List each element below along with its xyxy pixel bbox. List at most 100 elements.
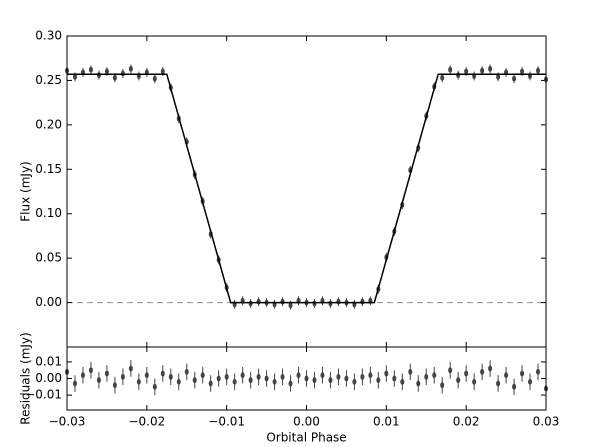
data-point [152, 75, 157, 82]
y-tick-label: 0.00 [35, 295, 62, 309]
data-point [512, 383, 517, 390]
data-point [184, 368, 189, 375]
data-point [400, 378, 405, 385]
data-point [360, 298, 365, 305]
data-point [80, 372, 85, 379]
data-point [392, 375, 397, 382]
data-point [264, 375, 269, 382]
y-tick-label: 0.00 [35, 371, 62, 385]
data-point [72, 380, 77, 387]
data-point [312, 300, 317, 307]
data-point [424, 373, 429, 380]
data-point [368, 372, 373, 379]
data-point [520, 370, 525, 377]
data-point [488, 65, 493, 72]
data-point [288, 302, 293, 309]
data-point [432, 372, 437, 379]
data-point [88, 367, 93, 374]
axes-frame [66, 346, 547, 411]
data-point [296, 372, 301, 379]
data-point [72, 73, 77, 80]
data-point [448, 66, 453, 73]
data-point [128, 65, 133, 72]
data-point [496, 380, 501, 387]
data-point [104, 68, 109, 75]
data-point [160, 370, 165, 377]
y-tick-label: 0.10 [35, 206, 62, 220]
data-point [176, 378, 181, 385]
data-point [224, 373, 229, 380]
data-point [360, 373, 365, 380]
data-point [464, 68, 469, 75]
data-point [512, 75, 517, 82]
data-point [456, 72, 461, 79]
x-tick-label: 0.02 [453, 415, 480, 429]
data-point [256, 298, 261, 305]
data-point [504, 372, 509, 379]
data-point [528, 378, 533, 385]
x-tick-label: −0.03 [49, 415, 86, 429]
data-point [448, 367, 453, 374]
data-point [96, 377, 101, 384]
data-point [312, 377, 317, 384]
data-point [472, 378, 477, 385]
data-point [136, 378, 141, 385]
data-point [200, 372, 205, 379]
model-line [67, 73, 546, 304]
data-point [464, 370, 469, 377]
y-tick-label: 0.30 [35, 29, 62, 43]
data-point [384, 370, 389, 377]
data-point [328, 300, 333, 307]
data-point [328, 377, 333, 384]
data-point [352, 378, 357, 385]
data-point [104, 370, 109, 377]
data-point [112, 74, 117, 81]
data-point [88, 66, 93, 73]
y-axis-label: Flux (mJy) [19, 161, 33, 221]
data-point [536, 67, 541, 74]
data-point [416, 380, 421, 387]
data-point [216, 375, 221, 382]
y-tick-label: 0.20 [35, 117, 62, 131]
y-tick-label: 0.25 [35, 73, 62, 87]
data-point [256, 373, 261, 380]
data-point [304, 375, 309, 382]
y-tick-label: 0.01 [35, 354, 62, 368]
data-point [96, 72, 101, 79]
data-point [440, 74, 445, 81]
data-point [128, 365, 133, 372]
data-point [248, 377, 253, 384]
x-axis-label: Orbital Phase [266, 431, 346, 445]
y-axis-label: Residuals (mJy) [19, 332, 33, 424]
data-point [336, 298, 341, 305]
x-tick-label: 0.01 [373, 415, 400, 429]
data-point [456, 377, 461, 384]
data-point [408, 368, 413, 375]
data-point [272, 378, 277, 385]
data-point [168, 373, 173, 380]
data-point [192, 377, 197, 384]
data-point [120, 70, 125, 77]
x-tick-label: 0.00 [293, 415, 320, 429]
data-point [232, 378, 237, 385]
data-point [536, 368, 541, 375]
data-point [112, 382, 117, 389]
x-tick-label: −0.02 [128, 415, 165, 429]
data-point [520, 68, 525, 75]
y-tick-label: −0.01 [25, 388, 62, 402]
data-point [160, 68, 165, 75]
data-point [488, 365, 493, 372]
x-tick-label: 0.03 [533, 415, 560, 429]
y-tick-label: 0.15 [35, 162, 62, 176]
data-point [440, 382, 445, 389]
data-point [376, 377, 381, 384]
data-point [280, 373, 285, 380]
data-point [152, 383, 157, 390]
data-point [120, 373, 125, 380]
data-point [320, 372, 325, 379]
data-point [480, 67, 485, 74]
x-tick-label: −0.01 [208, 415, 245, 429]
data-point [144, 372, 149, 379]
data-point [336, 373, 341, 380]
